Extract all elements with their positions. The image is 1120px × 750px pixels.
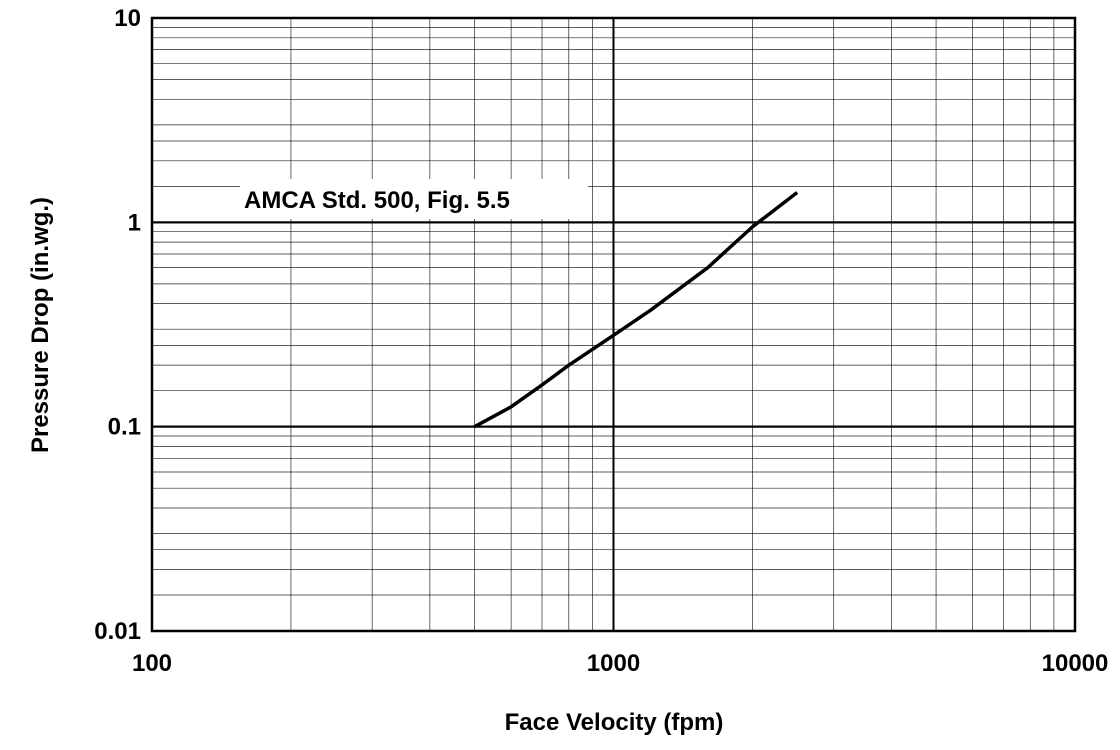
y-tick-label: 0.1 xyxy=(108,414,141,441)
series-line-0 xyxy=(473,191,799,429)
y-tick-label: 0.01 xyxy=(94,618,141,645)
x-tick-label: 1000 xyxy=(587,650,640,677)
grid xyxy=(151,17,1076,632)
plot-frame xyxy=(150,16,1077,633)
y-axis-title: Pressure Drop (in.wg.) xyxy=(27,197,54,453)
plot-border xyxy=(150,16,1077,633)
x-tick-labels: 100 1000 10000 xyxy=(132,650,1108,677)
annotation-label: AMCA Std. 500, Fig. 5.5 xyxy=(244,187,510,214)
x-axis-title: Face Velocity (fpm) xyxy=(505,709,724,736)
y-tick-labels: 0.01 0.1 1 10 xyxy=(94,5,141,645)
series-layer xyxy=(473,191,799,429)
x-tick-label: 10000 xyxy=(1042,650,1109,677)
x-tick-label: 100 xyxy=(132,650,172,677)
annotation-background xyxy=(240,179,588,219)
y-tick-label: 10 xyxy=(114,5,141,32)
y-tick-label: 1 xyxy=(128,209,141,236)
